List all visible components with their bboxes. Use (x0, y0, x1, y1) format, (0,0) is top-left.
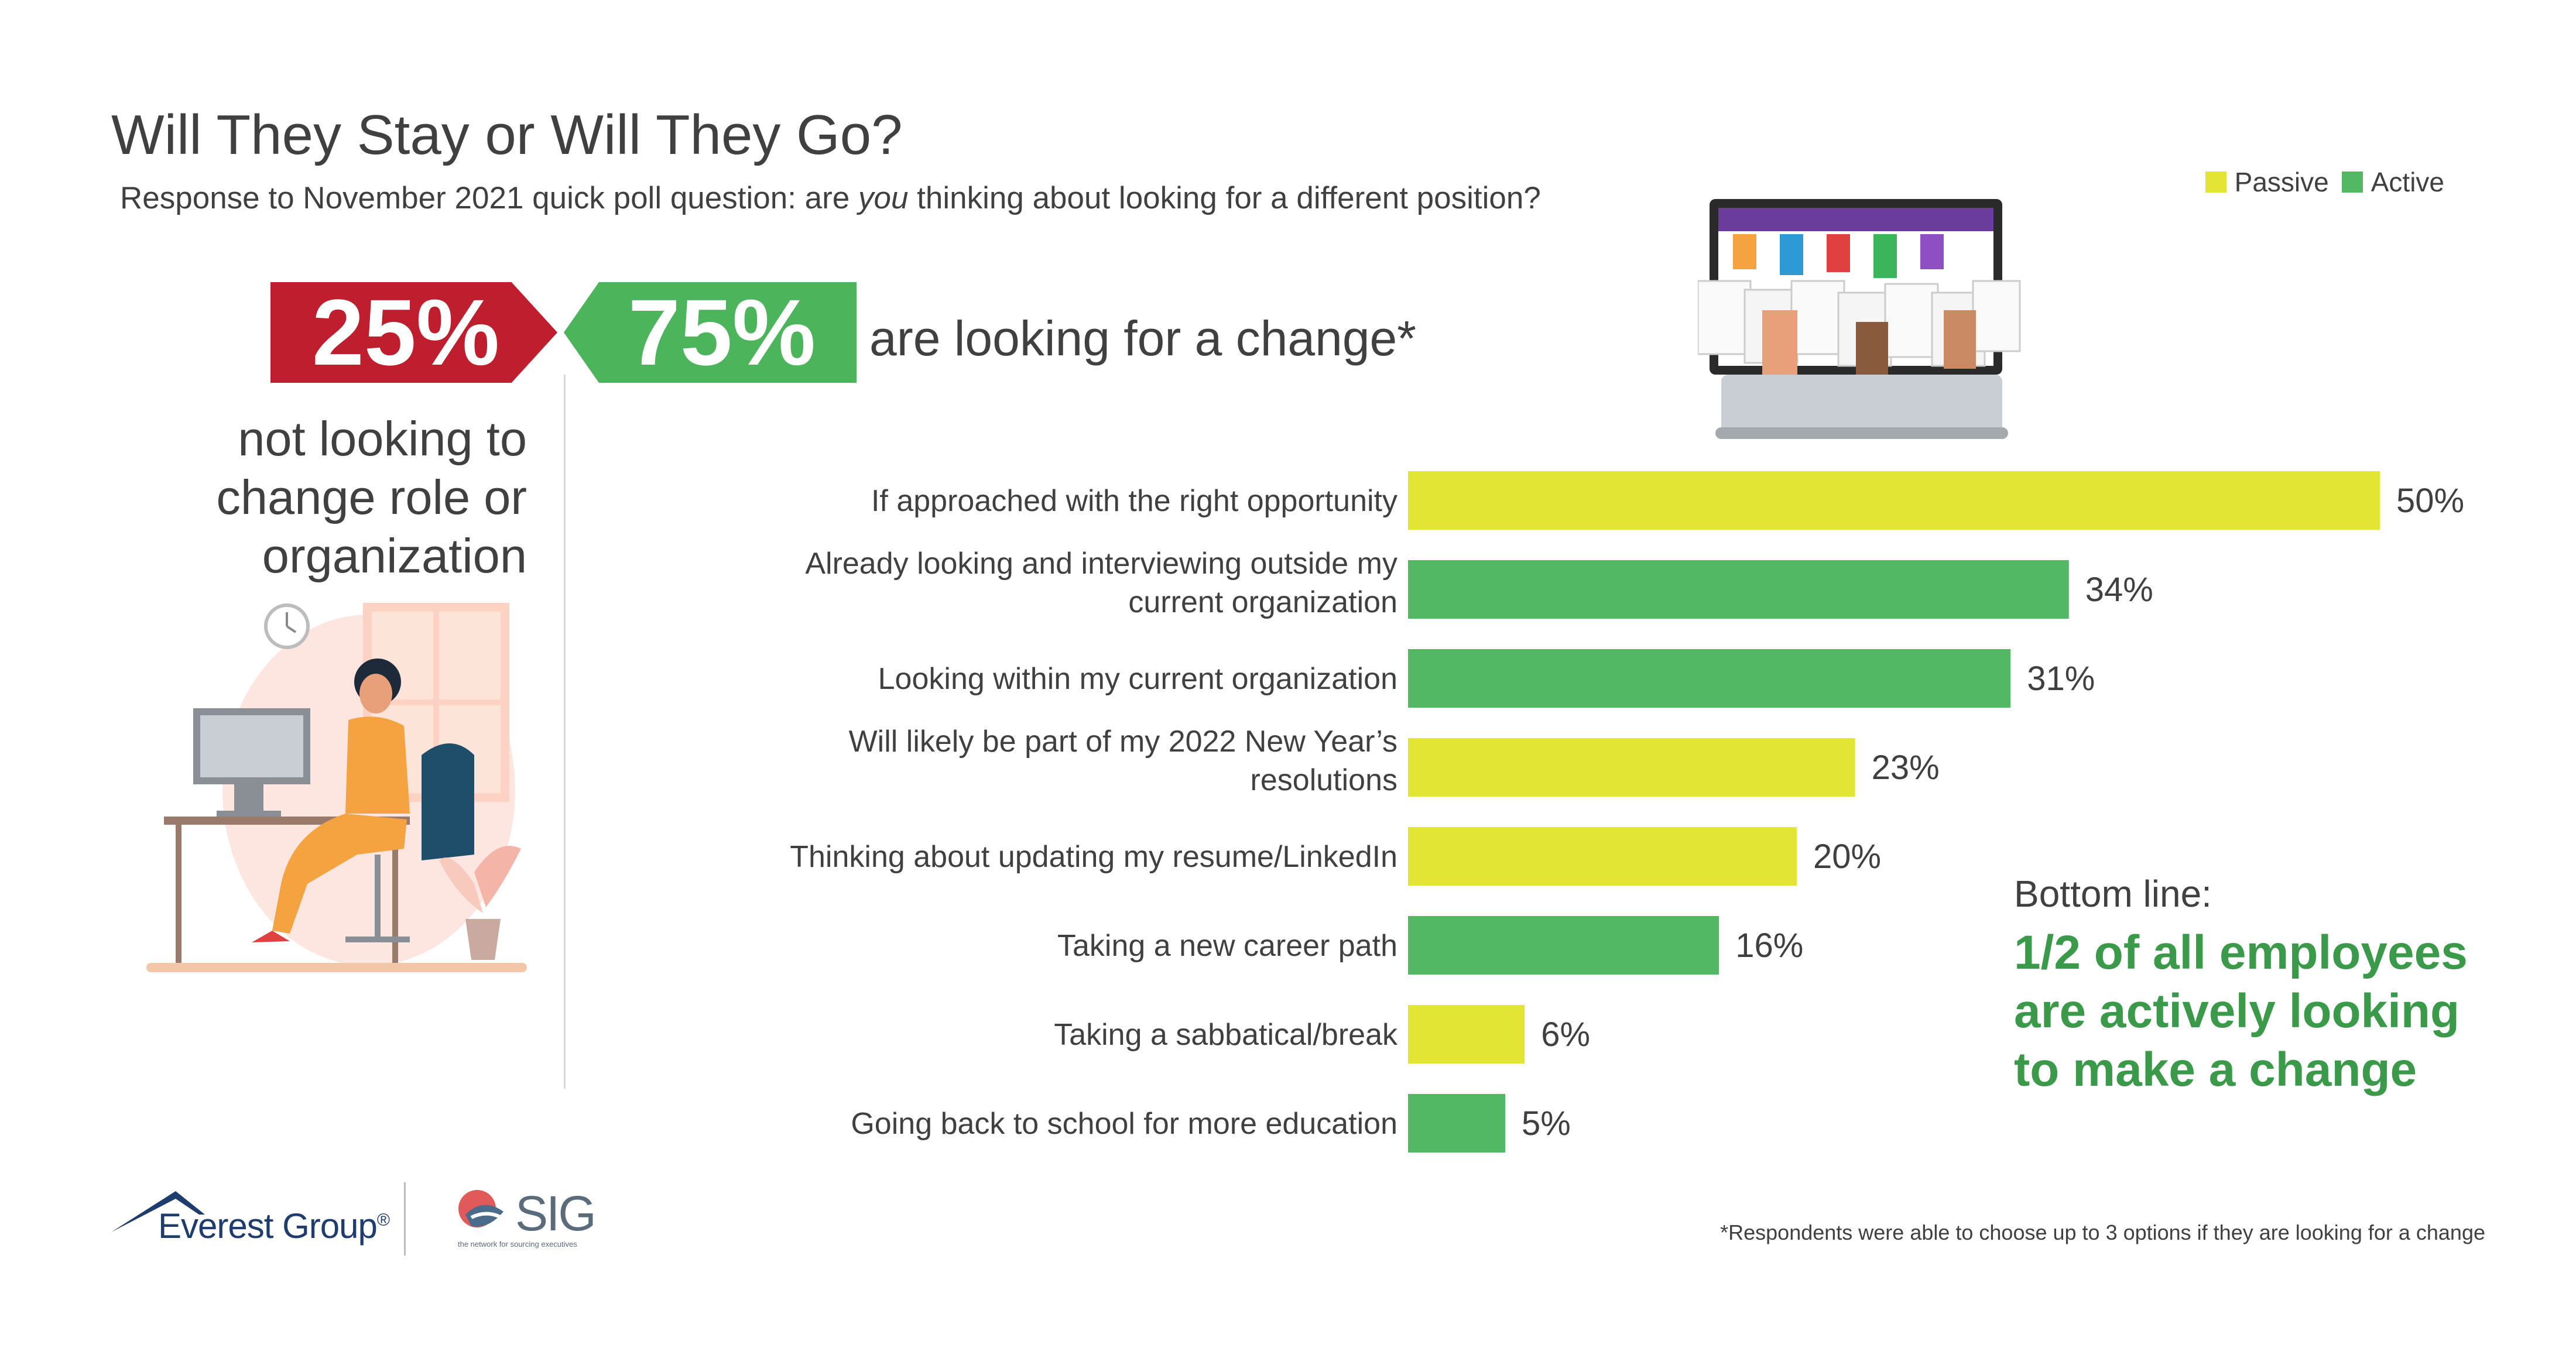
bar-1 (1408, 560, 2069, 619)
sig-logo-text: SIG (515, 1186, 597, 1241)
subtitle-text-before: Response to November 2021 quick poll que… (120, 181, 858, 215)
bar-0 (1408, 471, 2380, 530)
laptop-resumes-illustration (1698, 199, 2021, 439)
category-label: Going back to school for more education (851, 1107, 1397, 1141)
bottom-line-text-line: to make a change (2014, 1043, 2417, 1096)
subtitle-text-after: thinking about looking for a different p… (908, 181, 1541, 215)
bar-6 (1408, 1005, 1525, 1064)
everest-logo-name: Everest Group (158, 1206, 378, 1246)
bar-5 (1408, 916, 1719, 975)
looking-for-change-text: are looking for a change* (869, 311, 1416, 366)
bar-value-label: 20% (1813, 838, 1881, 876)
subtitle-emphasis: you (858, 181, 909, 215)
poll-question-subtitle: Response to November 2021 quick poll que… (120, 180, 1541, 216)
not-looking-line: organization (262, 529, 527, 583)
bottom-line-text-line: 1/2 of all employees (2014, 926, 2468, 979)
category-label: If approached with the right opportunity (871, 484, 1397, 518)
bar-3 (1408, 738, 1855, 797)
category-label: current organization (1128, 585, 1397, 619)
legend-swatch-passive (2205, 171, 2226, 193)
bar-7 (1408, 1094, 1505, 1153)
category-label: resolutions (1251, 763, 1397, 797)
page-title: Will They Stay or Will They Go? (111, 104, 903, 166)
bottom-line-text-line: are actively looking (2014, 985, 2460, 1038)
sig-logo-tagline: the network for sourcing executives (458, 1240, 577, 1248)
category-label: Looking within my current organization (878, 662, 1397, 696)
not-looking-percent-badge: 25% (270, 282, 557, 383)
not-looking-text: not looking to change role or organizati… (164, 410, 527, 585)
footnote: *Respondents were able to choose up to 3… (1720, 1220, 2485, 1244)
legend-item-active: Active (2341, 166, 2444, 198)
bar-2 (1408, 649, 2011, 708)
bar-value-label: 34% (2085, 571, 2153, 609)
not-looking-line: change role or (216, 470, 527, 524)
everest-group-logo-text: Everest Group® (158, 1206, 390, 1246)
chart-legend: Passive Active (2205, 166, 2444, 198)
vertical-divider (564, 375, 566, 1089)
category-label: Already looking and interviewing outside… (805, 547, 1397, 581)
legend-item-passive: Passive (2205, 166, 2329, 198)
category-label: Taking a new career path (1057, 929, 1397, 963)
category-label: Taking a sabbatical/break (1054, 1018, 1398, 1052)
bar-value-label: 31% (2027, 660, 2095, 698)
everest-group-logo-icon (111, 1191, 205, 1232)
not-looking-line: not looking to (238, 411, 527, 466)
legend-label-passive: Passive (2234, 167, 2329, 197)
bottom-line-callout: 1/2 of all employees are actively lookin… (2014, 924, 2541, 1099)
bar-value-label: 5% (1522, 1105, 1571, 1143)
category-label: Thinking about updating my resume/Linked… (790, 840, 1397, 874)
bar-value-label: 16% (1735, 927, 1803, 965)
woman-at-desk-illustration (146, 603, 527, 972)
category-label: Will likely be part of my 2022 New Year’… (849, 725, 1397, 759)
legend-label-active: Active (2371, 167, 2444, 197)
bar-value-label: 6% (1541, 1016, 1590, 1054)
logo-divider (404, 1182, 406, 1256)
bottom-line-label: Bottom line: (2014, 873, 2212, 915)
bar-value-label: 50% (2396, 482, 2464, 520)
everest-logo-mark: ® (376, 1210, 390, 1230)
legend-swatch-active (2341, 171, 2363, 193)
sig-logo-icon (458, 1190, 508, 1227)
looking-percent-badge: 75% (564, 282, 857, 383)
bar-4 (1408, 827, 1797, 886)
bar-value-label: 23% (1872, 749, 1940, 787)
